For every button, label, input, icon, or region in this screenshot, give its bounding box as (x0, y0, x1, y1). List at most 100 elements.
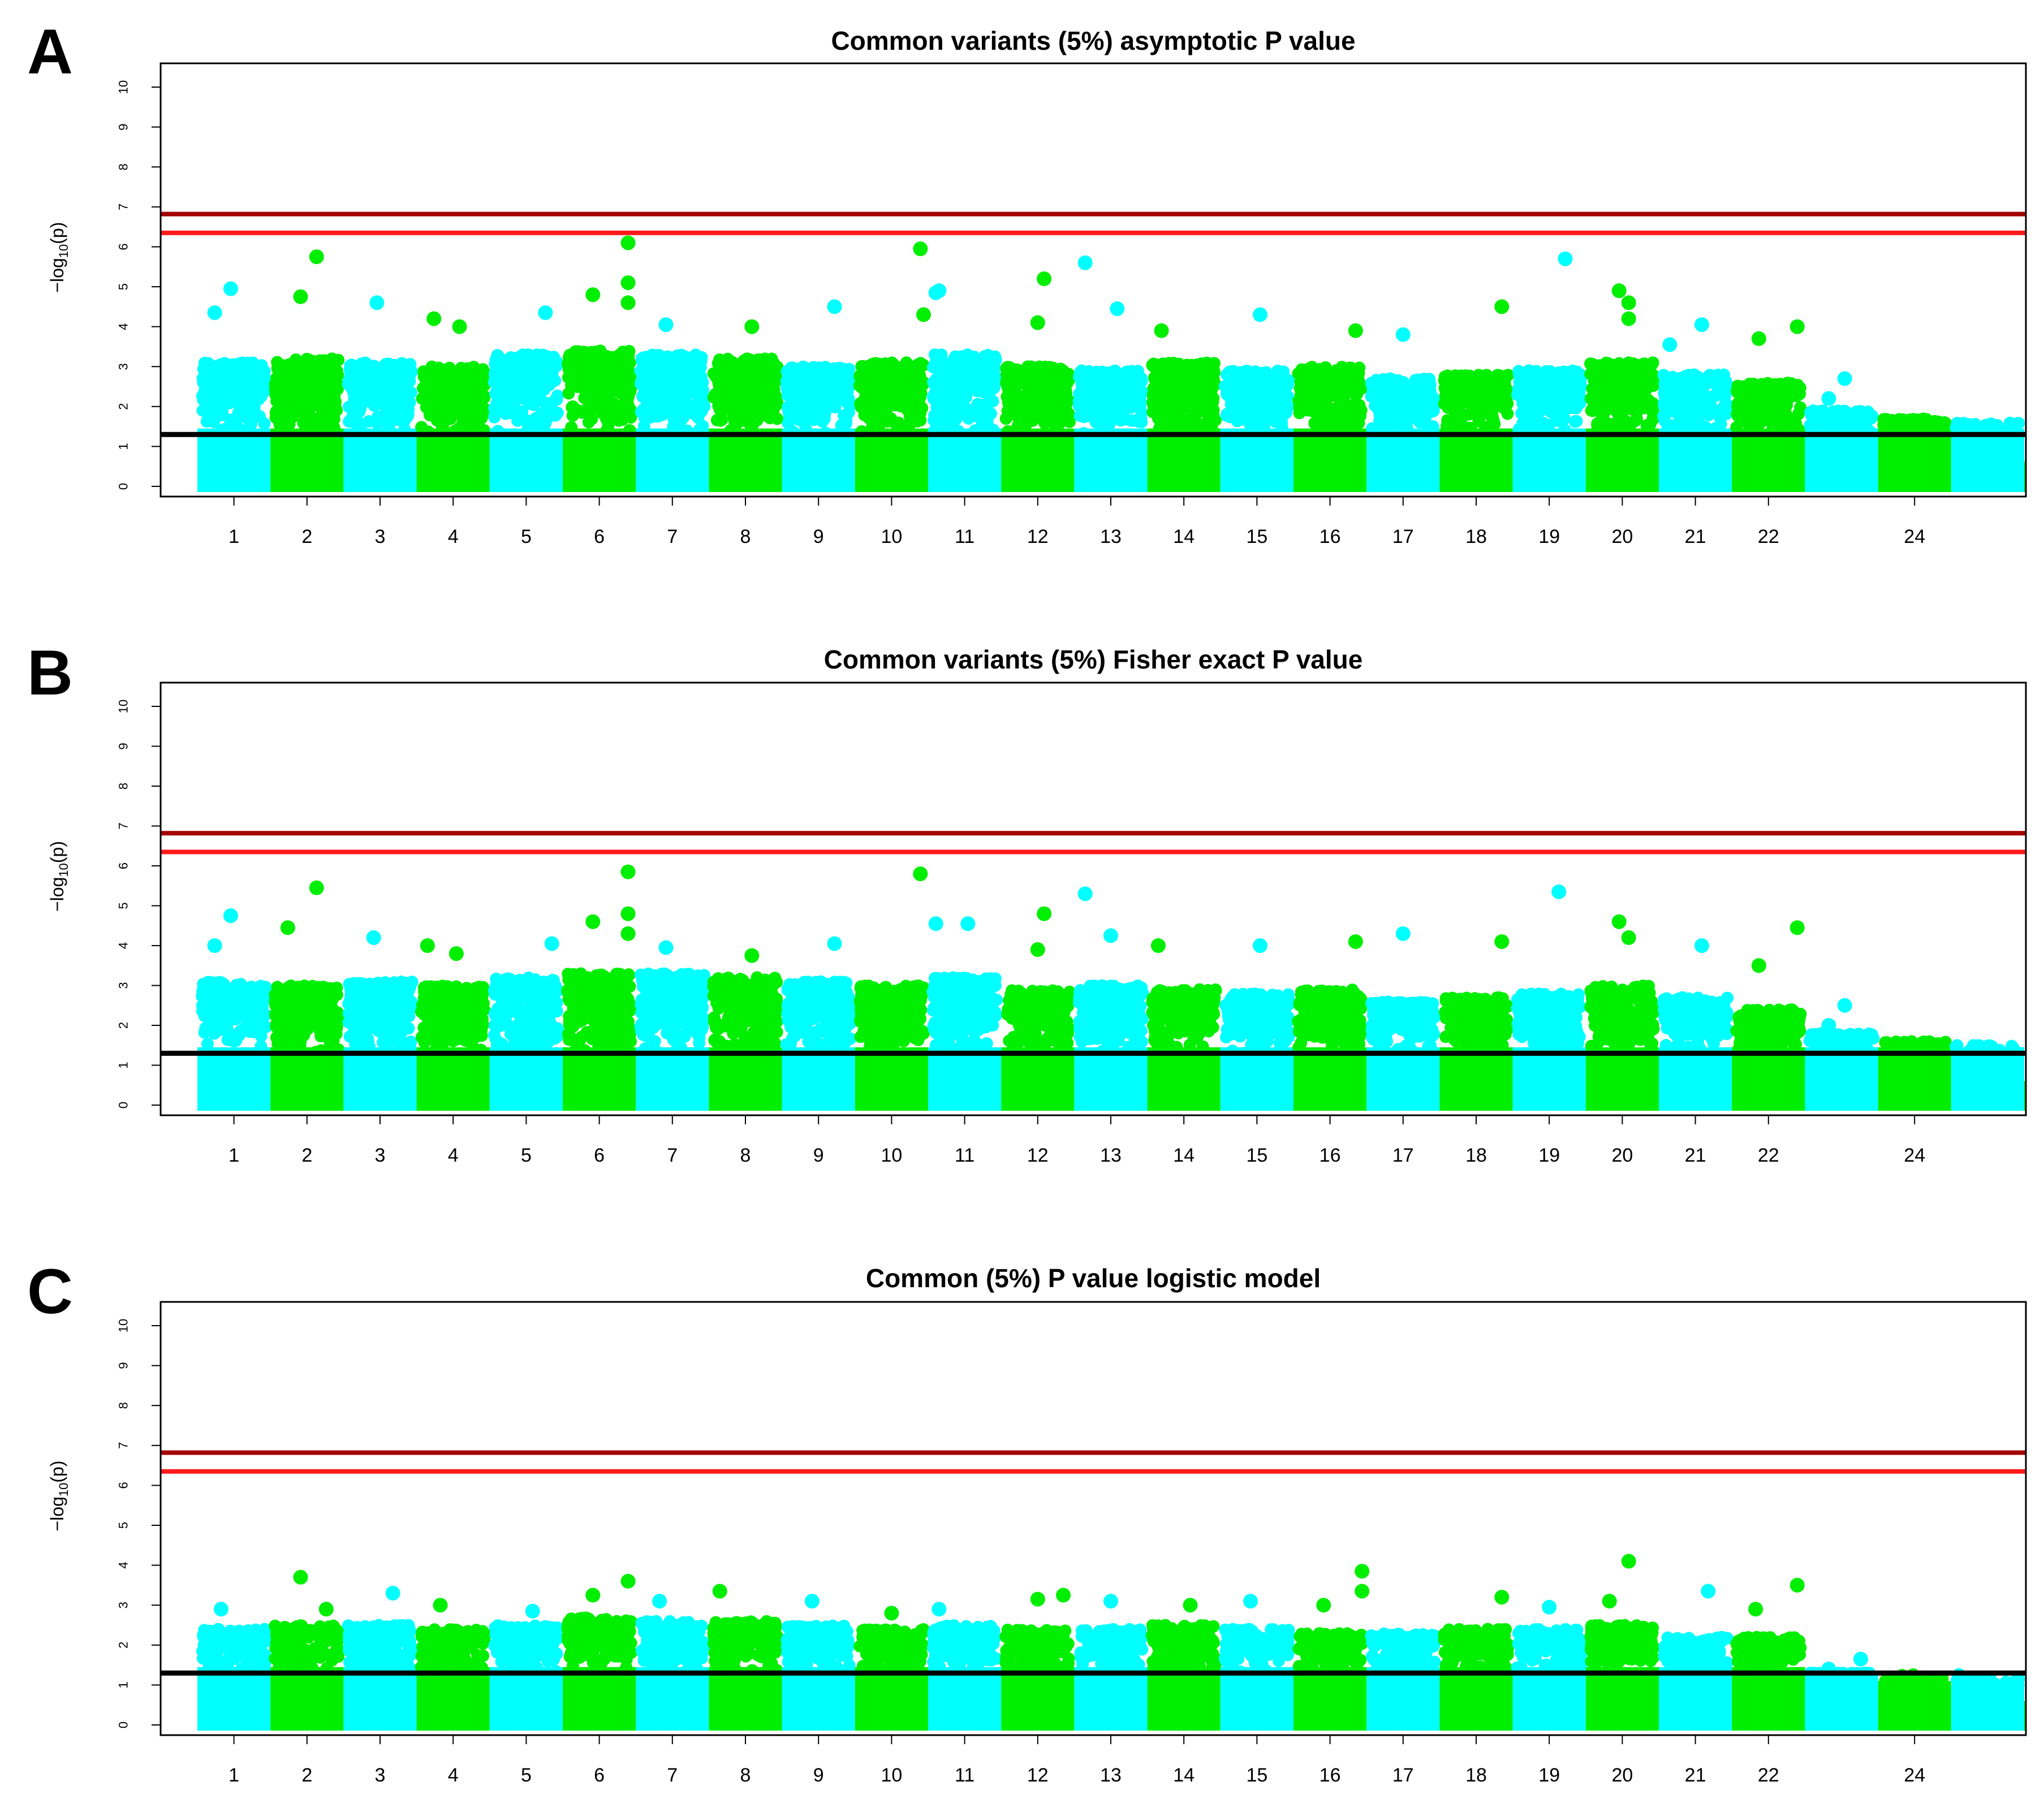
top-hit-point (207, 305, 222, 320)
snp-point (1732, 382, 1745, 395)
snp-point (1665, 419, 1678, 432)
chromosome-band (1220, 428, 1293, 492)
snp-point (201, 1037, 214, 1050)
snp-point (1611, 415, 1624, 428)
snp-point (576, 361, 589, 374)
snp-point (549, 409, 562, 422)
snp-point (433, 407, 446, 420)
y-tick-label: 9 (117, 123, 131, 130)
snp-point (1153, 382, 1166, 395)
top-hit-point (1751, 331, 1766, 346)
snp-point (366, 379, 380, 392)
snp-point (565, 421, 578, 434)
snp-point (433, 362, 446, 375)
x-tick-label: 14 (1173, 526, 1195, 547)
snp-point (1165, 394, 1178, 407)
snp-point (1305, 362, 1318, 375)
snp-point (999, 412, 1012, 425)
snp-point (1841, 408, 1854, 421)
snp-point (1719, 375, 1732, 388)
x-tick-label: 15 (1246, 526, 1267, 547)
top-hit-point (1611, 283, 1627, 299)
chromosome-band (782, 428, 855, 492)
snp-point (1416, 394, 1429, 407)
chromosome-band (270, 428, 344, 492)
snp-point (1783, 384, 1796, 397)
x-tick-label: 21 (1685, 526, 1706, 547)
top-hit-point (620, 295, 636, 310)
snp-point (1391, 374, 1404, 387)
snp-point (695, 370, 708, 383)
chromosome-band (1366, 428, 1440, 492)
snp-point (200, 415, 213, 428)
snp-point (581, 379, 594, 392)
snp-point (385, 377, 398, 390)
y-tick-label: 6 (117, 243, 131, 250)
snp-point (1587, 360, 1600, 373)
snp-point (1155, 412, 1168, 425)
snp-point (1646, 412, 1659, 425)
snp-point (871, 417, 884, 430)
snp-point (719, 368, 732, 381)
snp-point (1619, 398, 1632, 411)
snp-point (221, 364, 234, 377)
top-hit-point (538, 305, 553, 320)
snp-point (295, 386, 308, 399)
snp-point (326, 421, 339, 434)
snp-point (607, 412, 620, 425)
snp-point (328, 390, 341, 403)
x-tick-label: 6 (594, 526, 605, 547)
snp-point (423, 365, 436, 378)
y-tick-label: 7 (117, 204, 131, 210)
snp-point (1147, 357, 1160, 370)
snp-point (386, 389, 399, 402)
snp-point (983, 395, 996, 408)
snp-point (1172, 368, 1185, 381)
chromosome-band (197, 1047, 271, 1111)
snp-point (562, 363, 575, 376)
snp-point (1022, 385, 1035, 398)
snp-point (1195, 392, 1208, 406)
snp-point (642, 368, 655, 381)
snp-point (1026, 361, 1039, 374)
top-hit-point (293, 289, 308, 304)
snp-point (600, 387, 613, 400)
snp-point (710, 413, 723, 426)
top-hit-point (1821, 391, 1836, 406)
snp-point (1451, 410, 1464, 423)
chromosome-band (2024, 462, 2026, 492)
top-hit-point (1110, 301, 1125, 316)
top-hit-point (1348, 323, 1363, 338)
chromosome-band (1439, 428, 1513, 492)
snp-point (1627, 373, 1640, 386)
snp-point (818, 412, 831, 425)
x-tick-label: 9 (813, 526, 824, 547)
snp-point (1731, 409, 1744, 422)
top-hit-point (658, 317, 674, 333)
snp-point (1705, 400, 1718, 413)
snp-point (539, 351, 552, 364)
top-hit-point (932, 283, 947, 299)
snp-point (270, 405, 283, 418)
snp-point (1079, 366, 1092, 379)
snp-point (1601, 403, 1614, 416)
x-tick-label: 10 (881, 526, 902, 547)
snp-point (688, 384, 701, 397)
snp-point (908, 374, 921, 387)
snp-point (376, 360, 389, 373)
x-tick-label: 17 (1392, 526, 1414, 547)
snp-point (1486, 411, 1499, 424)
snp-point (529, 412, 542, 425)
x-tick-label: 8 (740, 526, 751, 547)
top-hit-point (620, 275, 636, 290)
x-tick-label: 16 (1319, 526, 1341, 547)
snp-point (1657, 369, 1670, 382)
snp-point (461, 416, 474, 429)
chromosome-band (416, 428, 490, 492)
top-hit-point (913, 241, 928, 256)
snp-point (395, 383, 408, 396)
snp-point (809, 383, 822, 396)
snp-point (247, 379, 260, 392)
snp-point (231, 361, 244, 374)
snp-point (507, 366, 520, 379)
